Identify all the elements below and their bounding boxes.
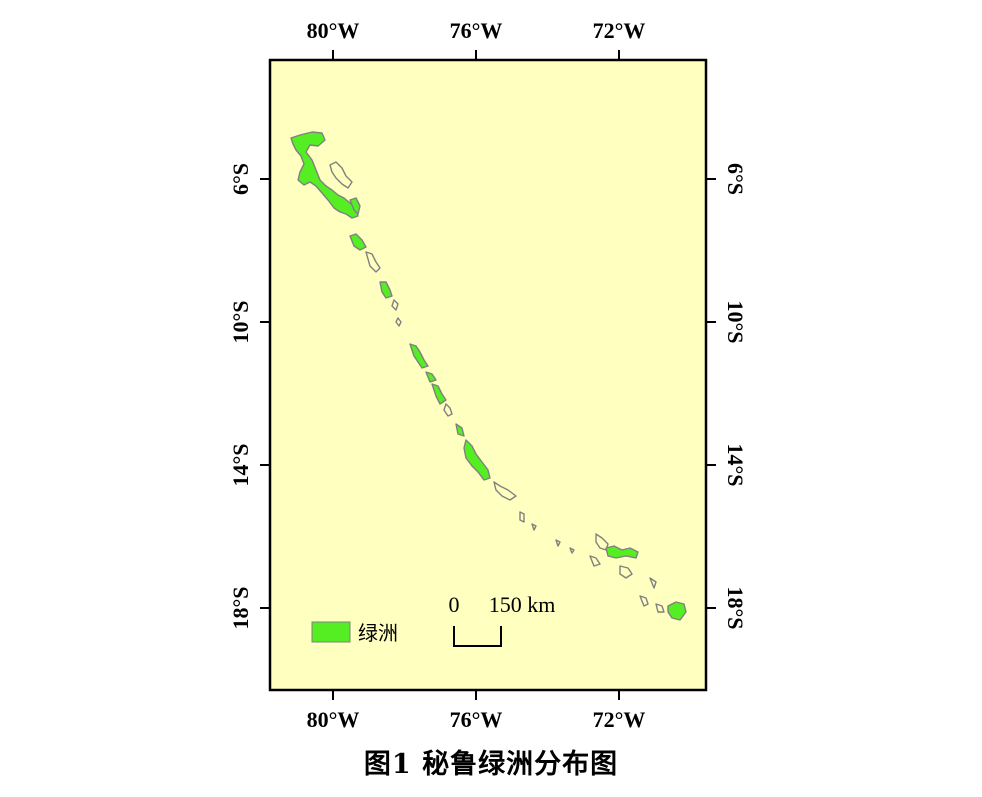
scale-zero-label: 0: [449, 592, 460, 617]
oasis-ica: [493, 481, 517, 501]
oasis-tacna: [667, 601, 687, 621]
bottom-label-80w: 80°W: [307, 707, 360, 732]
oasis-canete: [455, 423, 465, 437]
right-label-14s: 14°S: [723, 443, 748, 486]
oasis-yauca: [569, 547, 575, 554]
oasis-jequetepeque: [365, 251, 381, 273]
oasis-patches: [290, 131, 687, 621]
oasis-lurin: [443, 403, 453, 417]
oasis-huaura: [409, 343, 429, 369]
right-label-10s: 10°S: [723, 300, 748, 343]
scale-bar: [453, 626, 502, 647]
legend-swatch: [311, 621, 351, 643]
bottom-label-72w: 72°W: [593, 707, 646, 732]
oasis-chiclayo: [349, 197, 361, 215]
oasis-arequipa: [605, 545, 639, 559]
oasis-ilo: [649, 577, 657, 589]
oasis-tambo: [619, 565, 633, 579]
top-ticks: [332, 50, 620, 60]
oasis-nazca-2: [531, 523, 537, 531]
oasis-north-branch: [329, 161, 353, 189]
oasis-locumba: [655, 603, 665, 613]
oasis-chincha-pisco: [463, 439, 491, 481]
oasis-chao: [391, 299, 399, 311]
left-label-10s: 10°S: [228, 300, 253, 343]
oasis-moquegua: [639, 595, 649, 607]
oasis-casma: [395, 317, 402, 327]
map-frame: [268, 58, 708, 692]
oasis-acari: [555, 539, 561, 547]
oasis-nazca-1: [519, 511, 525, 523]
bottom-ticks: [332, 690, 620, 700]
left-label-14s: 14°S: [228, 443, 253, 486]
figure-caption: 图1 秘鲁绿洲分布图: [363, 749, 619, 780]
top-label-80w: 80°W: [307, 18, 360, 43]
oasis-lima: [431, 383, 447, 405]
scale-distance-label: 150 km: [489, 592, 556, 617]
oasis-lambayeque: [349, 233, 367, 251]
left-label-6s: 6°S: [228, 163, 253, 195]
top-label-76w: 76°W: [450, 18, 503, 43]
top-label-72w: 72°W: [593, 18, 646, 43]
right-label-6s: 6°S: [723, 163, 748, 195]
oasis-chancay: [425, 371, 437, 383]
right-label-18s: 18°S: [723, 586, 748, 629]
bottom-label-76w: 76°W: [450, 707, 503, 732]
oasis-trujillo: [379, 281, 393, 299]
legend-label: 绿洲: [358, 621, 398, 645]
oasis-majes: [589, 555, 601, 567]
right-ticks: [706, 178, 716, 609]
left-ticks: [260, 178, 270, 609]
left-label-18s: 18°S: [228, 586, 253, 629]
